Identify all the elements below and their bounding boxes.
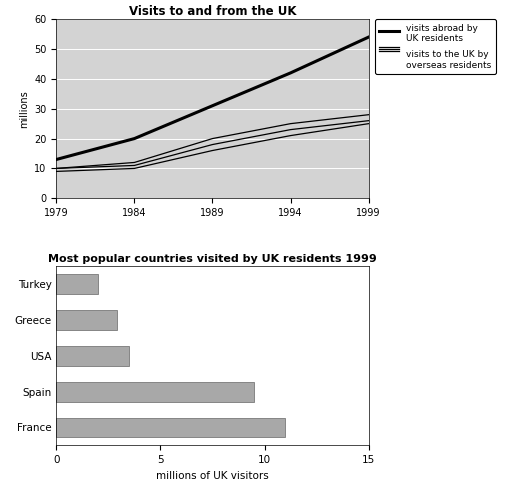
X-axis label: millions of UK visitors: millions of UK visitors [156,471,269,479]
Legend: visits abroad by
UK residents, visits to the UK by
overseas residents: visits abroad by UK residents, visits to… [375,19,496,74]
Bar [56,274,98,294]
Bar [56,382,254,401]
Bar [56,346,129,366]
Title: Most popular countries visited by UK residents 1999: Most popular countries visited by UK res… [48,254,377,264]
Bar [56,418,285,437]
Title: Visits to and from the UK: Visits to and from the UK [129,5,296,18]
Y-axis label: millions: millions [18,90,29,127]
Bar [56,310,117,330]
